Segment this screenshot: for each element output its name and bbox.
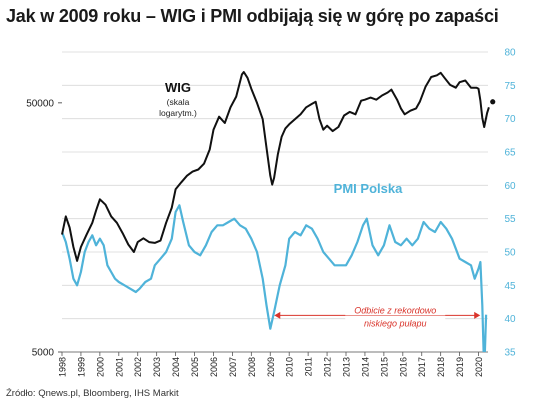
x-tick-label: 2006 — [209, 357, 219, 377]
annotation-arrowhead-right — [474, 311, 481, 319]
x-tick-label: 2004 — [171, 357, 181, 377]
x-tick-label: 2019 — [455, 357, 465, 377]
series-label-wig-sub: (skala — [167, 97, 190, 107]
x-tick-label: 2018 — [436, 357, 446, 377]
left-axis: 50000 5000 — [26, 98, 62, 359]
source-note: Źródło: Qnews.pl, Bloomberg, IHS Markit — [6, 388, 179, 399]
series-label-wig-sub: logarytm.) — [159, 108, 197, 118]
right-tick-label: 65 — [504, 148, 516, 159]
right-tick-label: 75 — [504, 81, 516, 92]
series-line-pmi — [62, 204, 488, 352]
x-tick-label: 2015 — [379, 357, 389, 377]
annotation-text: Odbicie z rekordowo — [354, 305, 436, 315]
right-axis: 35 40 45 50 55 60 65 70 75 80 — [504, 48, 516, 359]
series-layer — [61, 71, 496, 352]
x-axis: 1998 1999 2000 2001 2002 2003 2004 2005 2006 2007… — [58, 351, 488, 377]
chart: 50000 5000 35 40 45 50 55 60 65 70 75 80 1998 1999 2… — [26, 48, 516, 378]
right-tick-label: 50 — [504, 248, 516, 259]
x-tick-label: 2002 — [133, 357, 143, 377]
annotation-text-bg — [345, 316, 446, 329]
x-tick-label: 2016 — [398, 357, 408, 377]
right-tick-label: 70 — [504, 114, 516, 125]
annotation-arrowhead-left — [274, 311, 281, 319]
left-tick-label: 5000 — [32, 348, 55, 359]
x-tick-label: 2007 — [228, 357, 238, 377]
x-tick-label: 2012 — [323, 357, 333, 377]
x-tick-label: 2009 — [266, 357, 276, 377]
right-tick-label: 55 — [504, 214, 516, 225]
annotation-text-bg — [345, 303, 446, 316]
series-line-wig — [61, 71, 490, 262]
annotation-layer: Odbicie z rekordowo niskiego pułapu — [274, 303, 481, 329]
x-tick-label: 2005 — [190, 357, 200, 377]
right-tick-label: 35 — [504, 348, 516, 359]
x-tick-label: 2014 — [360, 357, 370, 377]
series-label-pmi: PMI Polska — [334, 181, 403, 196]
right-tick-label: 45 — [504, 281, 516, 292]
x-tick-label: 2000 — [95, 357, 105, 377]
annotation-text: niskiego pułapu — [364, 318, 427, 328]
x-tick-label: 2017 — [417, 357, 427, 377]
x-tick-label: 2008 — [247, 357, 257, 377]
chart-title: Jak w 2009 roku – WIG i PMI odbijają się… — [6, 6, 499, 26]
right-tick-label: 80 — [504, 48, 516, 59]
x-tick-label: 1999 — [76, 357, 86, 377]
x-tick-label: 2020 — [474, 357, 484, 377]
x-tick-label: 1998 — [58, 357, 68, 377]
left-tick-label: 50000 — [26, 98, 54, 109]
x-tick-label: 2013 — [342, 357, 352, 377]
wig-last-point-marker — [490, 99, 496, 105]
x-tick-label: 2010 — [285, 357, 295, 377]
x-tick-label: 2011 — [304, 357, 314, 376]
right-tick-label: 40 — [504, 314, 516, 325]
x-tick-label: 2001 — [114, 357, 124, 377]
right-tick-label: 60 — [504, 181, 516, 192]
series-label-wig: WIG — [165, 80, 191, 95]
x-tick-label: 2003 — [152, 357, 162, 377]
